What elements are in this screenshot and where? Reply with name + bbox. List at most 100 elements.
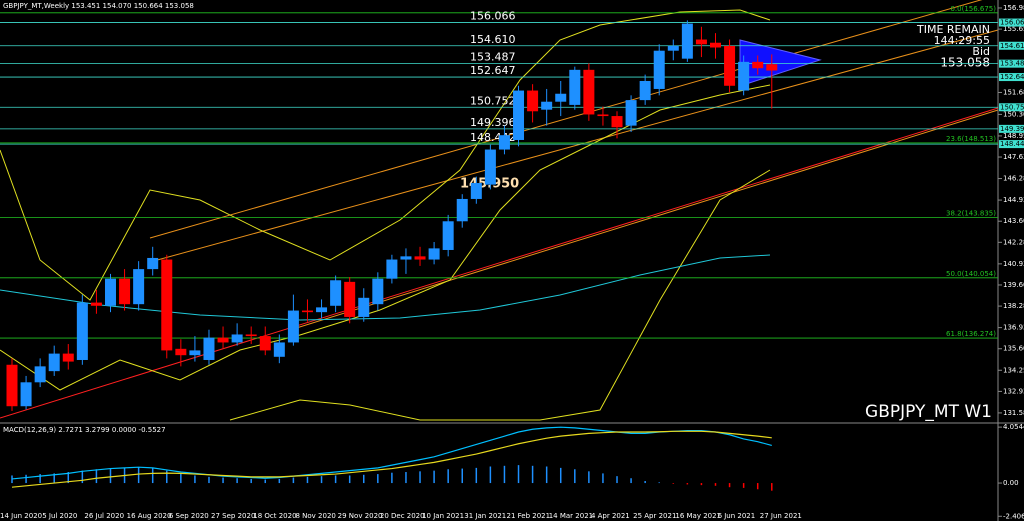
y-tick-label: 4.0544: [1003, 423, 1024, 431]
y-tick-label: 147.630: [1003, 153, 1024, 161]
candle-body: [301, 310, 313, 313]
candle-body: [245, 334, 257, 337]
candle-body: [316, 307, 328, 313]
level-box-label: 150.752: [1000, 103, 1024, 111]
y-tick-label: 132.930: [1003, 387, 1024, 395]
timer: 144:29:55: [934, 34, 990, 47]
level-box: [999, 124, 1024, 133]
x-tick-label: 10 Jan 2021: [422, 512, 464, 520]
fib-label: 61.8(136.274): [946, 330, 996, 338]
triangle: [739, 39, 822, 87]
x-tick-label: 29 Nov 2020: [338, 512, 383, 520]
x-tick-label: 31 Jan 2021: [464, 512, 506, 520]
candle-body: [527, 90, 539, 112]
level-box: [999, 59, 1024, 68]
channel-line: [149, 0, 983, 239]
x-tick-label: 18 Oct 2020: [253, 512, 296, 520]
y-tick-label: 156.980: [1003, 4, 1024, 12]
candle-body: [766, 64, 778, 71]
candle-body: [161, 259, 173, 351]
candle-body: [695, 39, 707, 45]
candle-body: [273, 342, 285, 357]
candle-body: [104, 278, 116, 306]
channel-line: [289, 109, 999, 331]
x-tick-label: 4 Apr 2021: [591, 512, 630, 520]
candle-body: [752, 61, 764, 69]
band-line: [229, 169, 771, 421]
candle-body: [484, 149, 496, 185]
fib-label: 0.0(156.675): [950, 5, 996, 13]
candle-body: [48, 353, 60, 372]
y-tick-label: 134.255: [1003, 366, 1024, 374]
trend-line: [0, 107, 999, 419]
level-box-label: 153.487: [1000, 60, 1024, 68]
macd-title: MACD(12,26,9) 2.7271 3.2799 0.0000 -0.55…: [3, 426, 166, 434]
candle-body: [6, 364, 18, 407]
candle-body: [569, 69, 581, 105]
y-tick-label: 155.655: [1003, 25, 1024, 33]
x-tick-label: 25 Apr 2021: [633, 512, 676, 520]
level-box: [999, 103, 1024, 112]
candle-body: [681, 23, 693, 59]
x-tick-label: 27 Jun 2021: [760, 512, 802, 520]
candle-body: [203, 337, 215, 360]
candle-body: [372, 278, 384, 305]
y-tick-label: 135.605: [1003, 345, 1024, 353]
candle-body: [76, 302, 88, 360]
level-label: 154.610: [470, 33, 516, 46]
candle-body: [583, 69, 595, 115]
level-box: [999, 18, 1024, 27]
candle-body: [344, 281, 356, 317]
candle-body: [259, 336, 271, 351]
y-tick-label: 140.930: [1003, 260, 1024, 268]
candle-body: [358, 297, 370, 317]
y-tick-label: 146.280: [1003, 175, 1024, 183]
level-label: 156.066: [470, 10, 516, 23]
macd-line: [11, 430, 772, 488]
candle-body: [20, 382, 32, 407]
candle-body: [470, 183, 482, 199]
x-tick-label: 14 Mar 2021: [549, 512, 593, 520]
candle-body: [738, 61, 750, 91]
x-tick-label: 21 Feb 2021: [507, 512, 551, 520]
level-box-label: 152.647: [1000, 73, 1024, 81]
candle-body: [442, 221, 454, 250]
candle-body: [90, 302, 102, 306]
level-label: 153.487: [470, 51, 516, 64]
x-tick-label: 20 Dec 2020: [380, 512, 425, 520]
candle-body: [710, 42, 721, 48]
candle-body: [498, 135, 510, 150]
fib-label: 23.6(148.513): [946, 135, 996, 143]
candle-body: [119, 278, 131, 305]
fib-label: 50.0(140.054): [946, 270, 996, 278]
y-tick-label: 142.280: [1003, 238, 1024, 246]
x-tick-label: 6 Sep 2020: [169, 512, 209, 520]
candle-body: [611, 116, 623, 128]
level-box: [999, 73, 1024, 82]
candle-body: [639, 80, 651, 101]
x-tick-label: 6 Jun 2021: [718, 512, 756, 520]
candle-body: [400, 256, 412, 260]
x-tick-label: 16 Aug 2020: [127, 512, 172, 520]
x-tick-label: 26 Jul 2020: [84, 512, 124, 520]
band-line: [0, 9, 771, 301]
x-tick-label: 8 Nov 2020: [295, 512, 335, 520]
candle-body: [653, 50, 665, 89]
symbol: GBPJPY_MT W1: [865, 402, 992, 422]
level-box-label: 149.396: [1000, 125, 1024, 133]
x-tick-label: 27 Sep 2020: [211, 512, 255, 520]
candle-body: [34, 366, 46, 383]
y-tick-label: -2.4068: [1003, 512, 1024, 520]
bid-value: 153.058: [940, 56, 990, 70]
ma-line: [0, 254, 771, 321]
fib-label: 38.2(143.835): [946, 210, 996, 218]
candle-body: [541, 101, 553, 110]
bid-label: Bid: [972, 45, 990, 58]
candle-body: [597, 114, 609, 117]
candle-body: [386, 259, 398, 279]
time-remain: TIME REMAIN: [916, 23, 990, 36]
x-tick-label: 14 Jun 2020: [0, 512, 42, 520]
candle-body: [724, 45, 736, 86]
